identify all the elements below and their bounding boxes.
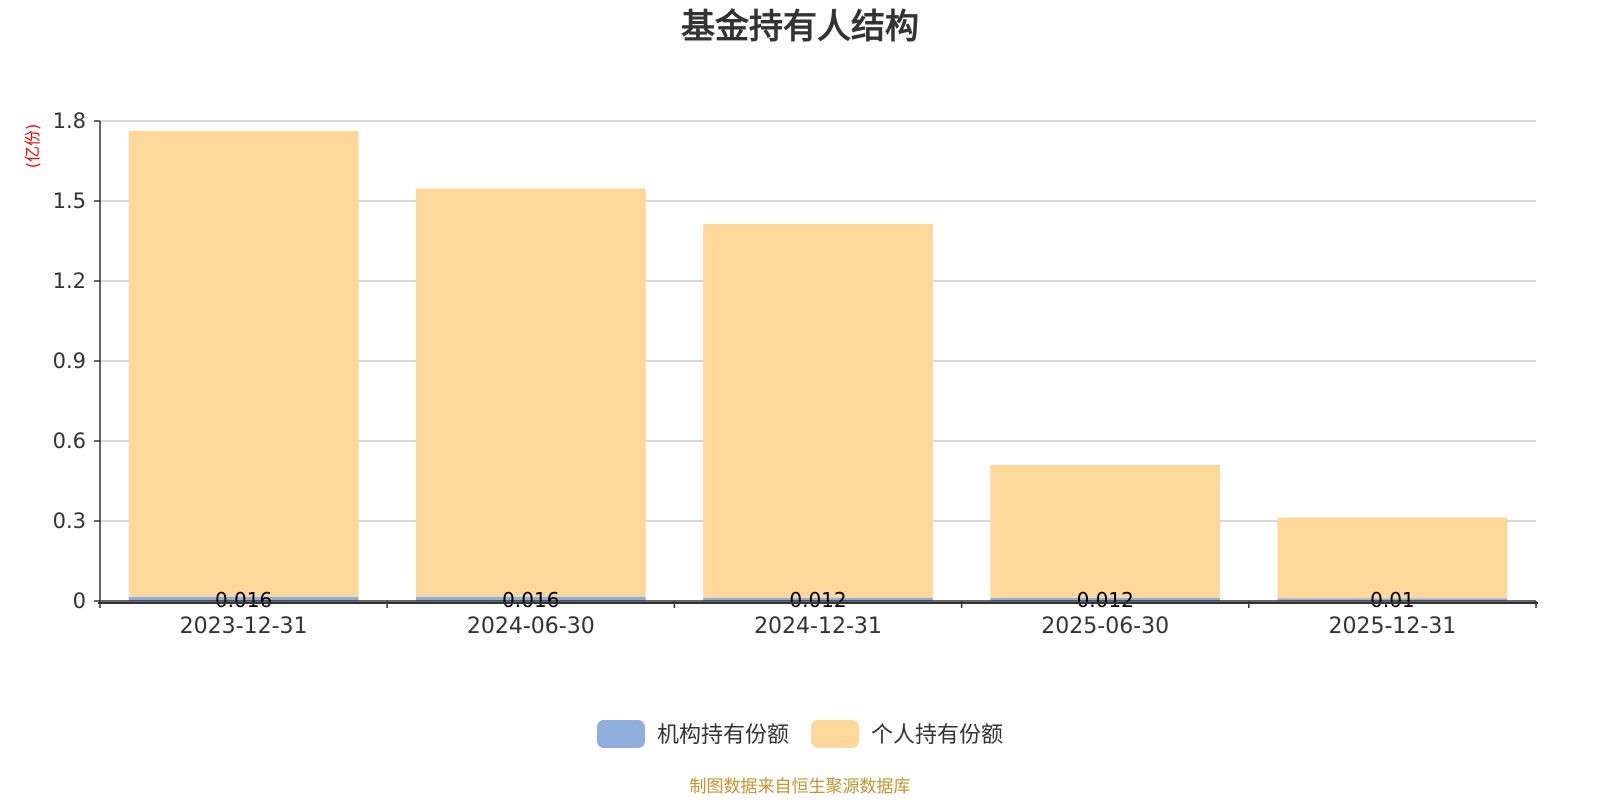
bar-institutional-2025-06-30[interactable]	[990, 597, 1221, 601]
bar-institutional-2023-12-31[interactable]	[128, 596, 359, 601]
data-label: 0.012	[1077, 588, 1134, 612]
bar-institutional-2024-06-30[interactable]	[415, 596, 646, 601]
x-tick-label: 2023-12-31	[180, 614, 308, 639]
y-tick-label: 1.2	[53, 269, 86, 293]
x-tick-label: 2025-06-30	[1041, 614, 1169, 639]
bar-individual-2023-12-31[interactable]	[128, 130, 359, 597]
legend[interactable]: 机构持有份额 个人持有份额	[597, 720, 1003, 748]
y-tick-label: 0.9	[53, 349, 86, 373]
data-label: 0.016	[215, 588, 272, 612]
bar-individual-2024-06-30[interactable]	[415, 188, 646, 597]
data-label: 0.016	[502, 588, 559, 612]
y-tick-label: 0.3	[53, 509, 86, 533]
x-tick-label: 2024-12-31	[754, 614, 882, 639]
y-tick-label: 1.8	[53, 109, 86, 133]
data-label: 0.01	[1370, 588, 1415, 612]
y-tick-label: 0.6	[53, 429, 86, 453]
bar-institutional-2024-12-31[interactable]	[703, 597, 933, 601]
chart-title: 基金持有人结构	[681, 7, 919, 47]
x-tick-label: 2025-12-31	[1328, 614, 1456, 639]
axes: 0 0.3 0.6 0.9 1.2 1.5 1.8 2023-12-31 2024-06-30 2…	[53, 109, 1537, 639]
bar-individual-2025-12-31[interactable]	[1277, 517, 1508, 599]
y-tick-label: 0	[73, 589, 86, 613]
y-tick-label: 1.5	[53, 189, 86, 213]
bar-institutional-2025-12-31[interactable]	[1277, 598, 1508, 601]
source-note: 制图数据来自恒生聚源数据库	[690, 777, 911, 797]
bars	[128, 130, 1508, 601]
bar-individual-2025-06-30[interactable]	[990, 465, 1221, 598]
x-tick-label: 2024-06-30	[467, 614, 595, 639]
data-labels: 0.016 0.016 0.012 0.012 0.01	[98, 588, 1538, 612]
legend-label[interactable]: 机构持有份额	[657, 723, 789, 748]
legend-swatch[interactable]	[597, 720, 645, 748]
y-axis-unit: (亿份)	[23, 124, 42, 169]
legend-label[interactable]: 个人持有份额	[871, 723, 1003, 748]
legend-swatch[interactable]	[811, 720, 859, 748]
data-label: 0.012	[789, 588, 846, 612]
axis-overlay	[98, 602, 1538, 604]
bar-individual-2024-12-31[interactable]	[703, 223, 933, 598]
